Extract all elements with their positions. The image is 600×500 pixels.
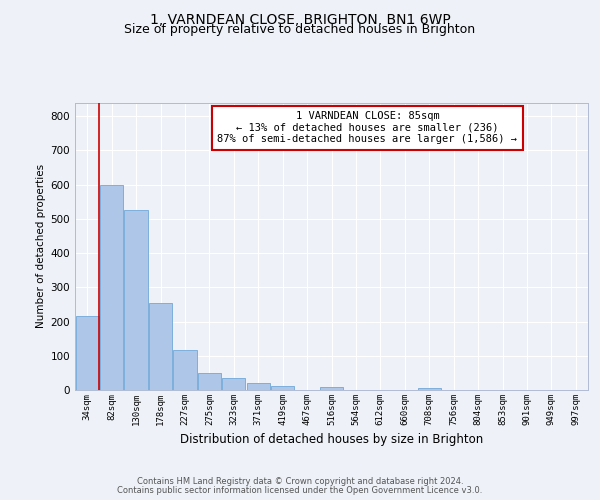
Bar bbox=[418, 388, 441, 390]
Y-axis label: Number of detached properties: Number of detached properties bbox=[37, 164, 46, 328]
Bar bbox=[247, 383, 270, 390]
Bar bbox=[320, 388, 343, 390]
Text: 1 VARNDEAN CLOSE: 85sqm
← 13% of detached houses are smaller (236)
87% of semi-d: 1 VARNDEAN CLOSE: 85sqm ← 13% of detache… bbox=[217, 111, 517, 144]
Bar bbox=[222, 378, 245, 390]
Text: Contains public sector information licensed under the Open Government Licence v3: Contains public sector information licen… bbox=[118, 486, 482, 495]
Bar bbox=[198, 373, 221, 390]
Bar bbox=[149, 302, 172, 390]
Bar bbox=[124, 210, 148, 390]
Bar bbox=[271, 386, 294, 390]
Bar bbox=[100, 184, 123, 390]
Text: Size of property relative to detached houses in Brighton: Size of property relative to detached ho… bbox=[124, 24, 476, 36]
Text: Contains HM Land Registry data © Crown copyright and database right 2024.: Contains HM Land Registry data © Crown c… bbox=[137, 477, 463, 486]
Text: 1, VARNDEAN CLOSE, BRIGHTON, BN1 6WP: 1, VARNDEAN CLOSE, BRIGHTON, BN1 6WP bbox=[149, 12, 451, 26]
Bar bbox=[76, 316, 99, 390]
X-axis label: Distribution of detached houses by size in Brighton: Distribution of detached houses by size … bbox=[180, 434, 483, 446]
Bar bbox=[173, 350, 197, 390]
